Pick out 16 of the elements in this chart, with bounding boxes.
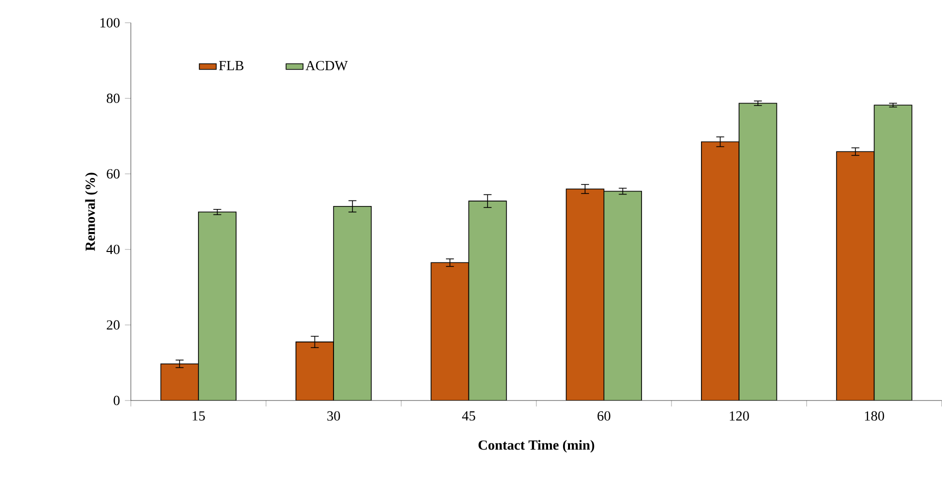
- y-tick-label: 80: [106, 94, 120, 104]
- x-tick-label: 120: [730, 411, 749, 421]
- legend-label: ACDW: [306, 61, 348, 70]
- y-axis-title: Removal (%): [85, 172, 98, 252]
- y-tick-label: 60: [106, 169, 120, 179]
- x-axis-title: Contact Time (min): [478, 440, 594, 453]
- legend-label: FLB: [219, 61, 244, 70]
- x-tick-label: 15: [192, 411, 205, 421]
- x-tick-label: 180: [865, 411, 884, 421]
- y-tick-label: 40: [106, 244, 120, 254]
- x-tick-label: 45: [462, 411, 476, 421]
- y-tick-label: 20: [106, 320, 120, 330]
- y-tick-label: 0: [114, 396, 120, 406]
- y-tick-label: 100: [100, 18, 120, 28]
- x-tick-label: 60: [598, 411, 610, 421]
- x-tick-label: 30: [327, 411, 340, 421]
